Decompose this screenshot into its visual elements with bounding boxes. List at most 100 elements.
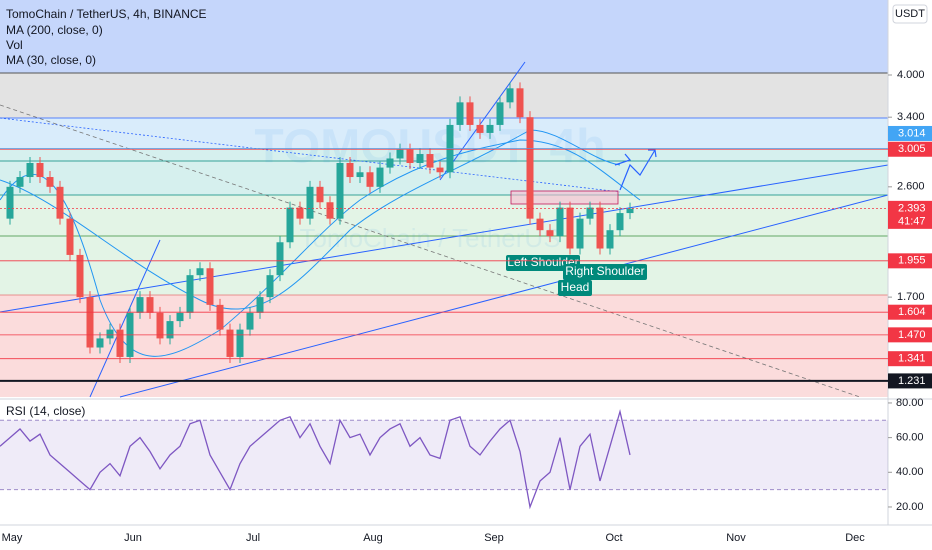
- annotation: Head: [561, 280, 590, 294]
- candle: [16, 177, 24, 187]
- pattern-box: [510, 190, 619, 205]
- candle: [506, 88, 514, 103]
- x-tick-label: May: [2, 532, 23, 544]
- candle: [256, 297, 264, 313]
- trend-line: [89, 239, 161, 398]
- candle: [386, 158, 394, 168]
- candle: [366, 172, 374, 187]
- candle: [546, 230, 554, 237]
- candle: [6, 186, 14, 219]
- rsi-band: [0, 420, 888, 490]
- candle: [326, 202, 334, 219]
- candle: [476, 124, 484, 133]
- zone: [0, 73, 888, 118]
- candle: [356, 172, 364, 178]
- candle: [96, 338, 104, 348]
- x-tick-label: Jun: [124, 532, 142, 544]
- candle: [146, 297, 154, 313]
- price-tag-label: 1.955: [898, 255, 926, 267]
- price-tag: [888, 125, 932, 141]
- trend-line: [0, 117, 621, 193]
- x-tick-label: Aug: [363, 532, 383, 544]
- candle: [216, 304, 224, 330]
- zone: [0, 195, 888, 295]
- y-tick-label: 4.000: [897, 69, 925, 81]
- candle: [466, 102, 474, 125]
- price-tag: [888, 351, 932, 367]
- price-tag: [888, 373, 932, 389]
- y-tick-label: 60.00: [896, 432, 924, 444]
- rsi-line: [0, 409, 631, 510]
- candle: [516, 88, 524, 118]
- price-tag-label: 2.393: [898, 202, 926, 214]
- x-tick-label: Oct: [605, 532, 622, 544]
- candle: [286, 207, 294, 243]
- price-tag-label: 1.341: [898, 353, 926, 365]
- price-tag: [888, 304, 932, 320]
- y-tick-label: 40.00: [896, 466, 924, 478]
- watermark: TomoChain / TetherUS: [299, 223, 560, 253]
- candle: [196, 268, 204, 276]
- candle: [536, 218, 544, 231]
- chart-title: TomoChain / TetherUS, 4h, BINANCE: [6, 7, 207, 21]
- candle: [176, 312, 184, 322]
- annotation-box: [506, 255, 580, 271]
- countdown: 41:47: [898, 215, 926, 227]
- candle: [136, 297, 144, 313]
- candle: [36, 162, 44, 178]
- trend-line: [439, 61, 526, 181]
- candle: [586, 207, 594, 219]
- candle: [526, 117, 534, 219]
- candle: [266, 275, 274, 298]
- moving-average: [0, 139, 641, 357]
- price-tag: [888, 253, 932, 269]
- candle: [46, 177, 54, 187]
- candle: [106, 329, 114, 339]
- candle: [116, 329, 124, 357]
- indicator-label: MA (30, close, 0): [6, 53, 96, 67]
- zone: [0, 0, 888, 73]
- candle: [486, 124, 494, 133]
- candle: [396, 149, 404, 159]
- indicator-label: Vol: [6, 38, 23, 52]
- moving-average: [0, 129, 621, 310]
- candle: [606, 230, 614, 249]
- candle: [246, 312, 254, 330]
- currency: USDT: [895, 8, 925, 20]
- rsi-title: RSI (14, close): [6, 404, 85, 418]
- price-tag-label: 1.470: [898, 329, 926, 341]
- candle: [406, 149, 414, 163]
- y-tick-label: 80.00: [896, 397, 924, 409]
- candle: [626, 208, 634, 214]
- y-tick-label: 2.600: [897, 181, 925, 193]
- zone: [0, 118, 888, 148]
- annotation-box: [563, 264, 647, 280]
- trend-line: [119, 194, 889, 398]
- candle: [186, 275, 194, 313]
- trend-line: [0, 104, 861, 398]
- candle: [456, 102, 464, 125]
- candle: [426, 154, 434, 168]
- currency-badge: [892, 4, 928, 24]
- candle: [496, 102, 504, 125]
- candle: [316, 186, 324, 203]
- candle: [556, 207, 564, 237]
- candle: [206, 268, 214, 305]
- candle: [276, 242, 284, 276]
- x-tick-label: Dec: [845, 532, 865, 544]
- y-tick-label: 1.700: [897, 291, 925, 303]
- candle: [346, 162, 354, 178]
- candle: [306, 186, 314, 219]
- candle: [56, 186, 64, 219]
- candle: [86, 297, 94, 348]
- candle: [296, 207, 304, 219]
- price-tag-label: 1.231: [898, 375, 926, 387]
- annotation: Left Shoulder: [507, 255, 578, 269]
- candle: [336, 162, 344, 219]
- candle: [66, 218, 74, 255]
- x-tick-label: Nov: [726, 532, 746, 544]
- x-tick-label: Jul: [246, 532, 260, 544]
- candle: [76, 254, 84, 298]
- candle: [236, 329, 244, 357]
- annotation-box: [558, 280, 592, 296]
